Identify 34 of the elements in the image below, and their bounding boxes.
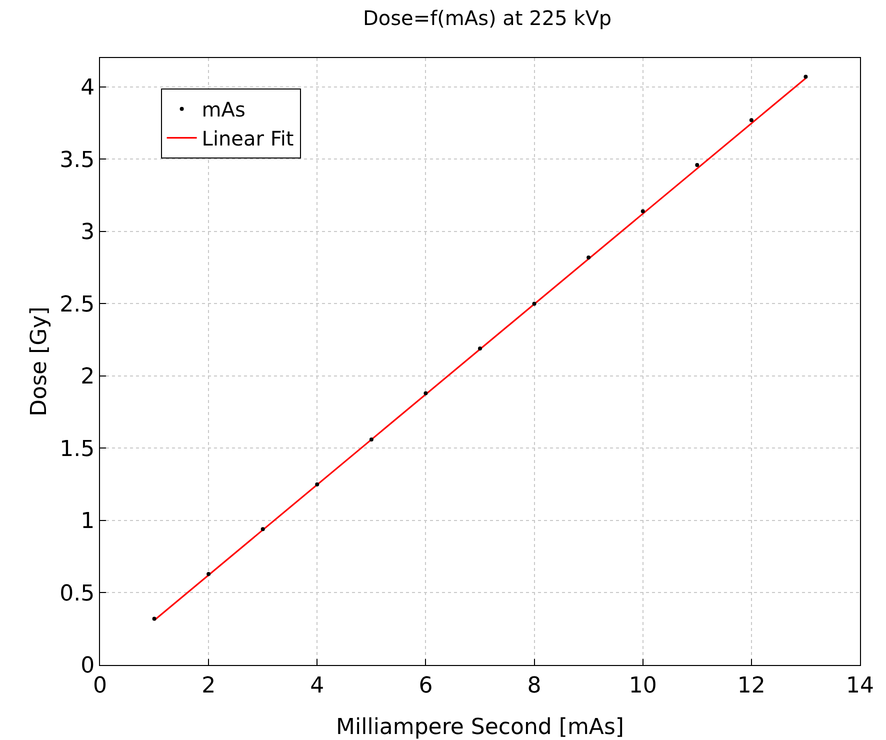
point xyxy=(260,527,265,532)
x-tick-label: 8 xyxy=(527,673,542,698)
legend-label: mAs xyxy=(202,98,246,122)
x-tick-label: 12 xyxy=(737,673,766,698)
legend-label: Linear Fit xyxy=(202,126,294,151)
y-tick-label: 1.5 xyxy=(60,436,95,462)
x-tick-label: 10 xyxy=(628,673,657,698)
point xyxy=(369,438,374,442)
y-tick-label: 0 xyxy=(80,654,95,679)
x-tick-label: 2 xyxy=(202,673,216,698)
y-tick-label: 1 xyxy=(80,509,95,534)
point xyxy=(804,74,808,79)
y-tick-label: 4 xyxy=(80,76,95,101)
x-axis-title: Milliampere Second [mAs] xyxy=(336,715,624,740)
chart-title: Dose=f(mAs) at 225 kVp xyxy=(362,6,612,30)
y-axis-title: Dose [Gy] xyxy=(27,306,52,416)
point xyxy=(478,346,482,350)
point xyxy=(749,118,754,122)
point xyxy=(315,482,320,486)
point xyxy=(424,391,428,396)
point xyxy=(695,162,700,167)
y-tick-label: 3 xyxy=(80,220,95,246)
point xyxy=(532,302,536,306)
y-tick-label: 3.5 xyxy=(60,148,95,173)
x-tick-label: 6 xyxy=(418,673,433,698)
point xyxy=(152,616,156,621)
y-tick-label: 2.5 xyxy=(60,292,95,318)
point xyxy=(206,572,211,576)
x-tick-label: 4 xyxy=(310,673,324,698)
y-tick-label: 2 xyxy=(80,364,95,390)
point xyxy=(586,255,591,260)
x-tick-label: 14 xyxy=(846,673,874,698)
y-tick-label: 0.5 xyxy=(60,581,95,606)
point xyxy=(640,209,645,214)
